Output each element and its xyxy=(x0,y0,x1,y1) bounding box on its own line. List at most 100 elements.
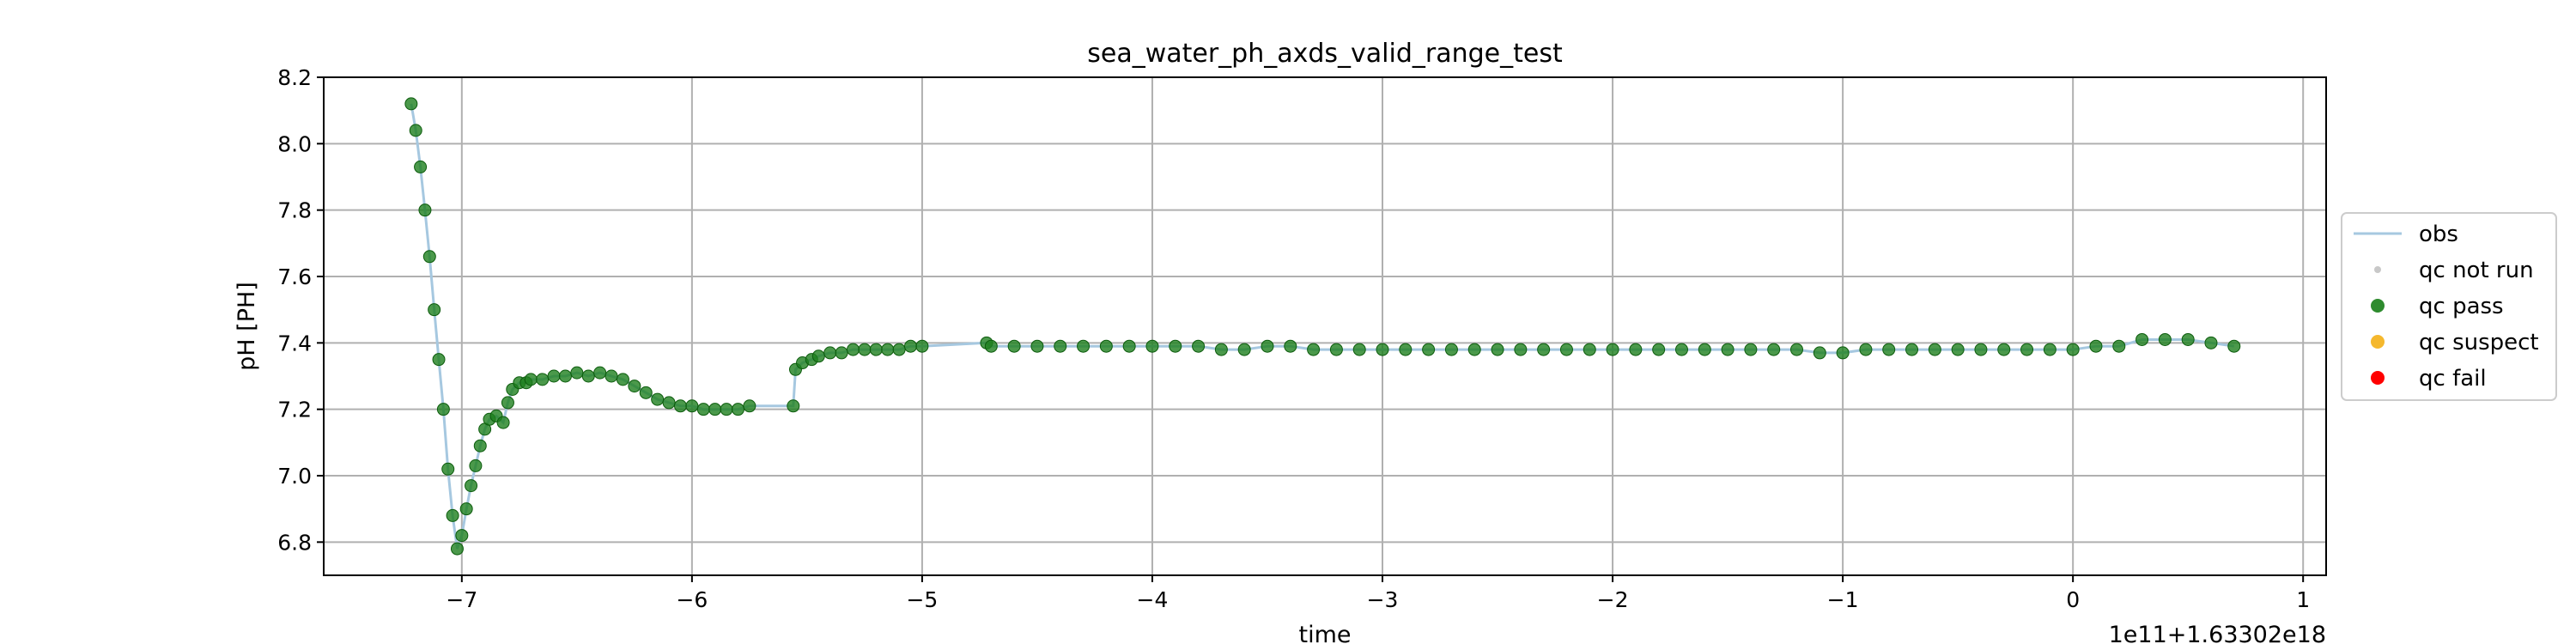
qc-pass-point xyxy=(455,529,469,543)
legend-marker xyxy=(2371,335,2385,349)
legend-label: qc not run xyxy=(2419,258,2534,283)
qc-pass-point xyxy=(581,369,595,383)
qc-pass-point xyxy=(628,380,641,393)
qc-pass-point xyxy=(1007,339,1021,353)
qc-pass-point xyxy=(432,353,446,367)
x-tick-label: −4 xyxy=(1137,587,1169,612)
qc-pass-point xyxy=(1905,343,1919,356)
legend-marker xyxy=(2371,371,2385,385)
qc-pass-point xyxy=(1030,339,1044,353)
qc-pass-point xyxy=(1951,343,1965,356)
legend-marker xyxy=(2374,266,2381,273)
qc-pass-point xyxy=(869,343,883,356)
qc-pass-point xyxy=(1583,343,1596,356)
qc-pass-point xyxy=(708,403,722,416)
legend-marker xyxy=(2371,299,2385,313)
qc-pass-point xyxy=(2227,339,2241,353)
qc-pass-point xyxy=(418,204,432,217)
qc-pass-point xyxy=(1789,343,1803,356)
qc-pass-point xyxy=(915,339,929,353)
qc-pass-point xyxy=(473,439,487,453)
qc-pass-point xyxy=(1559,343,1573,356)
x-tick-label: 1 xyxy=(2296,587,2310,612)
legend-label: qc fail xyxy=(2419,366,2487,392)
grid-lines xyxy=(324,76,2326,575)
qc-pass-point xyxy=(414,160,428,173)
y-tick-label: 7.4 xyxy=(277,331,312,355)
qc-pass-point xyxy=(904,339,918,353)
qc-pass-point xyxy=(536,373,550,386)
qc-pass-point xyxy=(409,124,422,137)
qc-pass-point xyxy=(1399,343,1413,356)
y-tick-label: 7.6 xyxy=(277,264,312,289)
qc-pass-point xyxy=(984,339,998,353)
qc-pass-point xyxy=(881,343,895,356)
qc-pass-point xyxy=(558,369,572,383)
qc-pass-point xyxy=(1514,343,1528,356)
chart-title: sea_water_ph_axds_valid_range_test xyxy=(1087,39,1563,69)
x-tick-label: −3 xyxy=(1367,587,1399,612)
qc-pass-point xyxy=(2089,339,2103,353)
qc-pass-point xyxy=(2043,343,2057,356)
y-tick-label: 7.0 xyxy=(277,464,312,489)
qc-pass-point xyxy=(1352,343,1366,356)
legend-box xyxy=(2341,212,2557,401)
qc-pass-point xyxy=(639,386,653,399)
qc-pass-point xyxy=(1444,343,1458,356)
y-tick-label: 7.2 xyxy=(277,398,312,422)
qc-pass-point xyxy=(428,303,441,317)
qc-pass-point xyxy=(404,97,418,111)
y-tick-label: 7.8 xyxy=(277,198,312,223)
qc-pass-point xyxy=(446,508,459,522)
x-offset-label: 1e11+1.63302e18 xyxy=(2109,622,2326,644)
qc-pass-point xyxy=(1537,343,1551,356)
qc-pass-point xyxy=(2112,339,2126,353)
qc-pass-points xyxy=(404,97,2241,556)
qc-pass-point xyxy=(1606,343,1619,356)
qc-pass-point xyxy=(1882,343,1896,356)
qc-pass-point xyxy=(1467,343,1481,356)
qc-pass-point xyxy=(731,403,744,416)
qc-pass-point xyxy=(1099,339,1113,353)
x-tick-label: −6 xyxy=(676,587,708,612)
qc-pass-point xyxy=(1214,343,1228,356)
x-axis-label: time xyxy=(1298,622,1351,644)
x-tick-label: −5 xyxy=(906,587,938,612)
qc-pass-point xyxy=(2136,332,2149,346)
legend-label: obs xyxy=(2419,222,2458,247)
qc-pass-point xyxy=(593,366,607,380)
qc-pass-point xyxy=(835,346,848,360)
qc-pass-point xyxy=(2181,332,2195,346)
qc-pass-point xyxy=(892,343,906,356)
qc-pass-point xyxy=(1859,343,1873,356)
qc-pass-point xyxy=(1674,343,1688,356)
qc-pass-point xyxy=(1329,343,1343,356)
qc-pass-point xyxy=(1237,343,1251,356)
x-axis-ticks: −7 −6 −5 −4 −3 −2 −1 0 1 xyxy=(446,575,2310,612)
qc-pass-point xyxy=(685,399,699,413)
qc-pass-point xyxy=(1698,343,1711,356)
qc-pass-point xyxy=(459,502,473,516)
qc-pass-point xyxy=(696,403,710,416)
qc-pass-point xyxy=(1307,343,1321,356)
qc-pass-point xyxy=(823,346,837,360)
qc-pass-point xyxy=(1077,339,1091,353)
qc-pass-point xyxy=(2020,343,2034,356)
qc-pass-point xyxy=(469,459,483,472)
x-tick-label: −2 xyxy=(1597,587,1629,612)
qc-pass-point xyxy=(2066,343,2080,356)
qc-pass-point xyxy=(570,366,584,380)
qc-pass-point xyxy=(1813,346,1826,360)
qc-pass-point xyxy=(1376,343,1389,356)
legend-label: qc suspect xyxy=(2419,330,2539,355)
qc-pass-point xyxy=(743,399,756,413)
obs-line xyxy=(410,103,2235,550)
y-tick-label: 8.0 xyxy=(277,131,312,156)
x-tick-label: −7 xyxy=(446,587,477,612)
plot-frame xyxy=(323,76,2327,576)
qc-pass-point xyxy=(605,369,618,383)
qc-pass-point xyxy=(1422,343,1436,356)
qc-pass-point xyxy=(1767,343,1781,356)
qc-pass-point xyxy=(441,462,455,476)
